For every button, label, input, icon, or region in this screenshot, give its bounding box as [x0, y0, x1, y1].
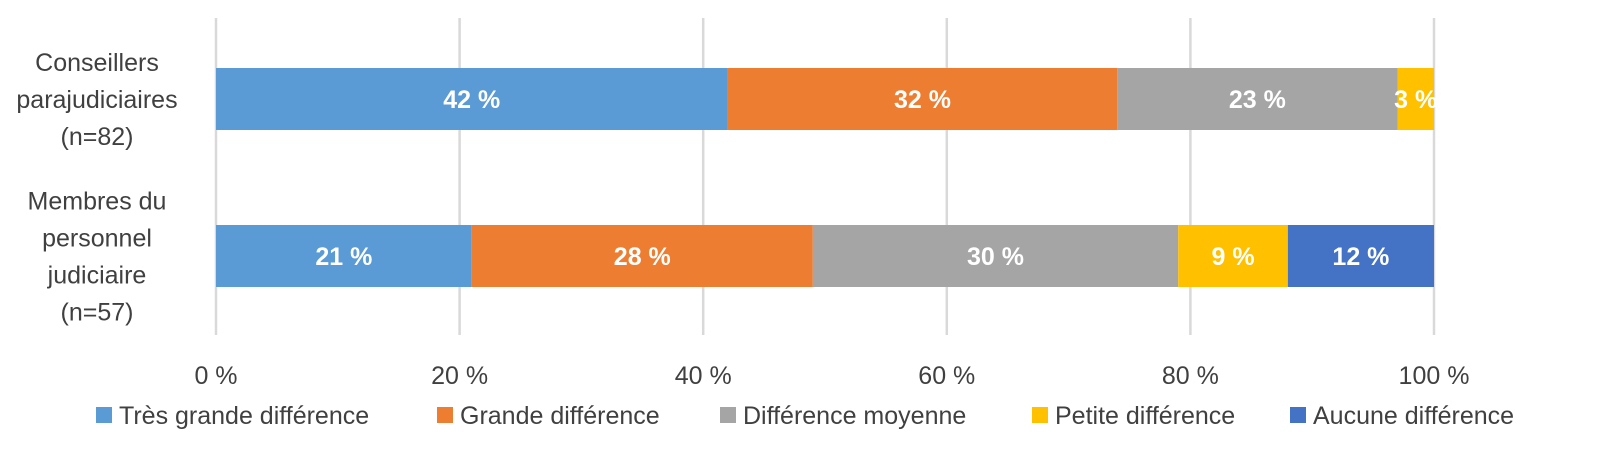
legend-swatch: [720, 407, 736, 423]
bar-segment: [216, 225, 472, 287]
legend: Très grande différence Grande différence D…: [96, 402, 1514, 430]
bar-segment: [1397, 68, 1434, 130]
x-tick-label: 80 %: [1162, 362, 1219, 390]
x-axis-ticks: 0 % 20 % 40 % 60 % 80 % 100 %: [194, 362, 1469, 390]
bar-segment: [1178, 225, 1288, 287]
legend-item: Aucune différence: [1290, 402, 1514, 430]
legend-item: Petite différence: [1032, 402, 1235, 430]
bar-segment: [1117, 68, 1398, 130]
x-tick-label: 40 %: [675, 362, 732, 390]
data-label: 9 %: [1211, 243, 1254, 271]
bar-segment: [471, 225, 813, 287]
data-label: 23 %: [1229, 86, 1286, 114]
legend-item: Grande différence: [437, 402, 660, 430]
x-tick-label: 100 %: [1399, 362, 1470, 390]
bar-segment: [216, 68, 728, 130]
data-label: 28 %: [614, 243, 671, 271]
data-label: 30 %: [967, 243, 1024, 271]
legend-swatch: [437, 407, 453, 423]
bars: [216, 68, 1434, 287]
legend-swatch: [1290, 407, 1306, 423]
legend-label: Très grande différence: [119, 402, 369, 430]
legend-item: Différence moyenne: [720, 402, 966, 430]
x-tick-label: 0 %: [194, 362, 237, 390]
data-label: 12 %: [1332, 243, 1389, 271]
data-labels: 42 % 32 % 23 % 3 % 21 % 28 % 30 % 9 % 12 %: [315, 86, 1437, 271]
x-tick-label: 20 %: [431, 362, 488, 390]
bar-segment: [727, 68, 1118, 130]
x-tick-label: 60 %: [918, 362, 975, 390]
category-labels: Conseillers parajudiciaires (n=82) Membres …: [16, 49, 177, 327]
gridlines: [214, 18, 1436, 335]
category-label: Membres du personnel judiciaire (n=57): [28, 188, 167, 327]
data-label: 42 %: [443, 86, 500, 114]
bar-segment: [1287, 225, 1434, 287]
legend-label: Différence moyenne: [743, 402, 966, 430]
legend-label: Grande différence: [460, 402, 660, 430]
data-label: 3 %: [1394, 86, 1437, 114]
category-label: Conseillers parajudiciaires (n=82): [16, 49, 177, 151]
legend-item: Très grande différence: [96, 402, 369, 430]
legend-label: Petite différence: [1055, 402, 1235, 430]
legend-swatch: [1032, 407, 1048, 423]
data-label: 21 %: [315, 243, 372, 271]
bar-segment: [812, 225, 1179, 287]
legend-label: Aucune différence: [1313, 402, 1514, 430]
data-label: 32 %: [894, 86, 951, 114]
legend-swatch: [96, 407, 112, 423]
